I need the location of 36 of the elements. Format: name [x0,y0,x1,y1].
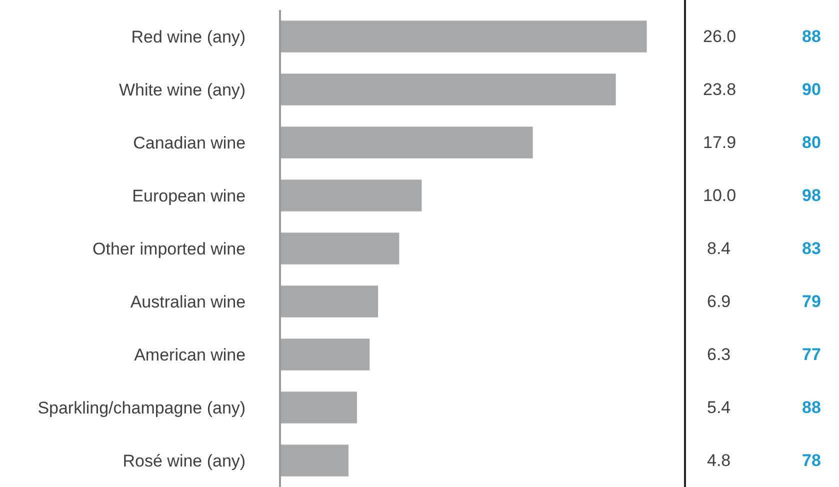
text: 88 [802,27,821,46]
text: 77 [802,345,821,364]
text: 90 [802,80,821,99]
text: 98 [802,186,821,205]
data-label: 26.0 [703,27,736,46]
data-label: 23.8 [703,80,736,99]
y-tick-label: Other imported wine [92,239,246,258]
bar [281,392,357,424]
data-label: 8.4 [707,239,731,258]
bar [281,444,349,476]
y-tick-label: White wine (any) [118,80,246,100]
y-tick-label: Canadian wine [133,133,246,152]
y-tick-label: American wine [134,345,246,364]
data-label: 10.0 [703,186,736,205]
text: 88 [802,398,821,417]
text: 78 [802,451,821,470]
bar [281,126,533,158]
data-label: 6.9 [707,292,731,311]
y-tick-label: Red wine (any) [131,27,246,46]
bar [281,180,422,212]
y-tick-label: European wine [132,186,246,206]
data-label: 6.3 [707,345,731,364]
bar [281,232,400,264]
bar [281,74,616,106]
data-label: 17.9 [703,133,736,152]
y-tick-label: Rosé wine (any) [122,451,246,470]
bar [281,286,378,318]
text: 80 [802,133,821,152]
data-label: 5.4 [707,398,731,417]
text: 79 [802,292,821,311]
y-tick-label: Australian wine [130,292,246,312]
y-tick-label: Sparkling/champagne (any) [38,398,246,418]
bar [281,20,647,52]
bar [281,338,370,370]
data-label: 4.8 [707,451,731,470]
text: 83 [802,239,821,258]
